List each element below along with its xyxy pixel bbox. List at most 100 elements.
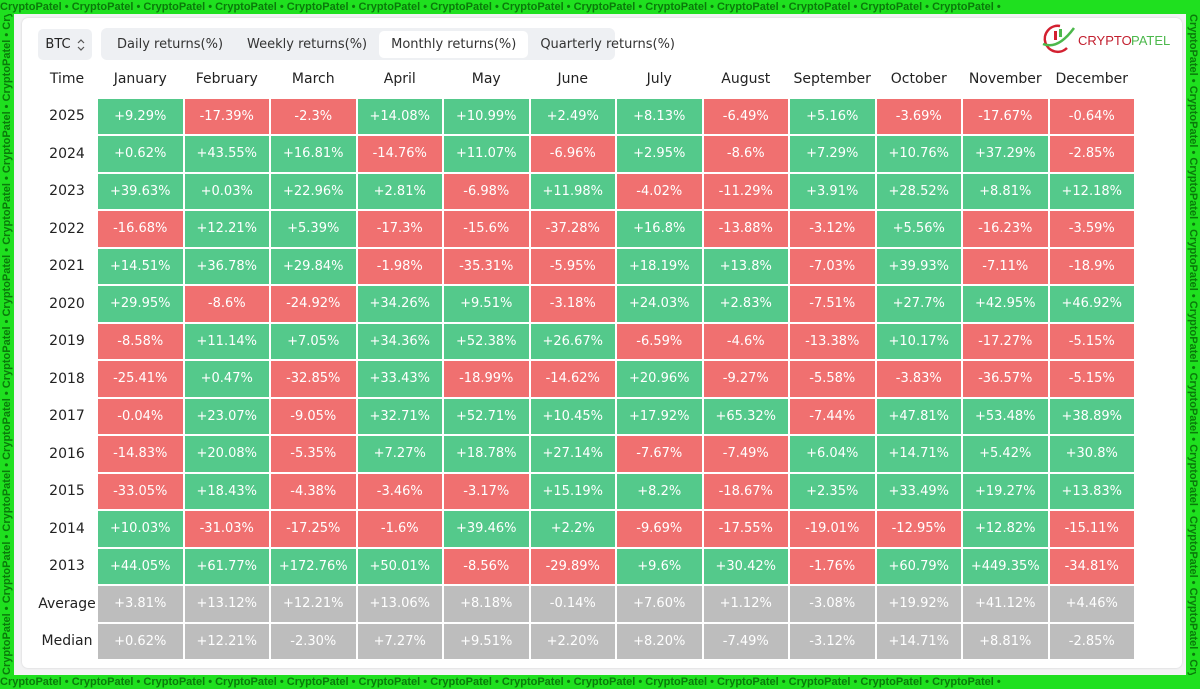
return-cell: +172.76% <box>270 547 357 585</box>
return-cell: +52.71% <box>443 397 530 435</box>
summary-cell: +13.12% <box>183 585 270 623</box>
return-cell: +42.95% <box>962 285 1049 323</box>
return-cell: +26.67% <box>529 322 616 360</box>
return-cell: -1.76% <box>789 547 876 585</box>
return-cell: +11.98% <box>529 172 616 210</box>
return-cell: +9.51% <box>443 285 530 323</box>
return-cell: -7.03% <box>789 247 876 285</box>
return-cell: +33.49% <box>875 472 962 510</box>
return-cell: -7.11% <box>962 247 1049 285</box>
return-cell: +39.93% <box>875 247 962 285</box>
chevron-up-down-icon <box>77 38 85 51</box>
return-cell: -9.27% <box>702 360 789 398</box>
return-cell: -6.98% <box>443 172 530 210</box>
return-cell: -12.95% <box>875 510 962 548</box>
return-cell: +47.81% <box>875 397 962 435</box>
return-cell: -17.39% <box>183 97 270 135</box>
return-cell: -5.58% <box>789 360 876 398</box>
return-cell: +12.21% <box>183 210 270 248</box>
return-cell: +24.03% <box>616 285 703 323</box>
return-cell: -16.68% <box>97 210 184 248</box>
summary-cell: -7.49% <box>702 622 789 660</box>
column-header-october: October <box>890 70 947 87</box>
return-cell: +7.29% <box>789 135 876 173</box>
return-cell: -5.95% <box>529 247 616 285</box>
return-cell: -7.49% <box>702 435 789 473</box>
return-cell: +449.35% <box>962 547 1049 585</box>
return-cell: -5.15% <box>1048 360 1135 398</box>
return-cell: +14.08% <box>356 97 443 135</box>
return-cell: -17.25% <box>270 510 357 548</box>
column-header-september: September <box>793 70 871 87</box>
return-cell: +39.63% <box>97 172 184 210</box>
return-cell: +18.19% <box>616 247 703 285</box>
return-cell: -8.58% <box>97 322 184 360</box>
return-cell: +37.29% <box>962 135 1049 173</box>
return-cell: -11.29% <box>702 172 789 210</box>
return-cell: +34.36% <box>356 322 443 360</box>
return-cell: -2.3% <box>270 97 357 135</box>
column-header-march: March <box>291 70 335 87</box>
return-cell: +9.6% <box>616 547 703 585</box>
return-cell: -0.64% <box>1048 97 1135 135</box>
return-cell: -17.55% <box>702 510 789 548</box>
summary-cell: +19.92% <box>875 585 962 623</box>
return-cell: +10.99% <box>443 97 530 135</box>
tab-weekly-returns[interactable]: Weekly returns(%) <box>247 36 368 52</box>
return-cell: -13.38% <box>789 322 876 360</box>
return-cell: -1.6% <box>356 510 443 548</box>
return-cell: +43.55% <box>183 135 270 173</box>
return-cell: +36.78% <box>183 247 270 285</box>
row-label: 2021 <box>49 258 85 275</box>
return-cell: -7.51% <box>789 285 876 323</box>
return-cell: +27.7% <box>875 285 962 323</box>
return-cell: +9.29% <box>97 97 184 135</box>
return-cell: +20.96% <box>616 360 703 398</box>
return-cell: -33.05% <box>97 472 184 510</box>
row-label: 2019 <box>49 333 85 350</box>
return-cell: -29.89% <box>529 547 616 585</box>
return-cell: -13.88% <box>702 210 789 248</box>
row-label: 2020 <box>49 295 85 312</box>
tab-daily-returns[interactable]: Daily returns(%) <box>117 36 224 52</box>
return-cell: -1.98% <box>356 247 443 285</box>
return-cell: -4.02% <box>616 172 703 210</box>
return-cell: +22.96% <box>270 172 357 210</box>
return-cell: +13.83% <box>1048 472 1135 510</box>
return-cell: -36.57% <box>962 360 1049 398</box>
return-cell: +7.27% <box>356 435 443 473</box>
row-label: 2013 <box>49 558 85 575</box>
column-header-february: February <box>195 70 258 87</box>
tab-quarterly-returns[interactable]: Quarterly returns(%) <box>540 36 676 52</box>
return-cell: -9.69% <box>616 510 703 548</box>
tab-monthly-returns[interactable]: Monthly returns(%) <box>379 30 529 58</box>
summary-cell: -0.14% <box>529 585 616 623</box>
return-cell: +0.03% <box>183 172 270 210</box>
return-cell: +3.91% <box>789 172 876 210</box>
return-cell: +60.79% <box>875 547 962 585</box>
return-cell: +2.35% <box>789 472 876 510</box>
summary-cell: +7.60% <box>616 585 703 623</box>
return-cell: -34.81% <box>1048 547 1135 585</box>
summary-cell: +2.20% <box>529 622 616 660</box>
return-cell: -4.6% <box>702 322 789 360</box>
return-cell: +18.43% <box>183 472 270 510</box>
return-cell: -2.85% <box>1048 135 1135 173</box>
row-label: 2014 <box>49 520 85 537</box>
return-cell: -6.49% <box>702 97 789 135</box>
return-cell: -3.12% <box>789 210 876 248</box>
column-header-may: May <box>471 70 501 87</box>
asset-selector[interactable]: BTC <box>38 29 92 60</box>
return-cell: +65.32% <box>702 397 789 435</box>
return-cell: +34.26% <box>356 285 443 323</box>
return-cell: +5.42% <box>962 435 1049 473</box>
return-cell: -7.67% <box>616 435 703 473</box>
return-cell: -15.6% <box>443 210 530 248</box>
watermark-bottom: CryptoPatel • CryptoPatel • CryptoPatel … <box>0 676 1001 688</box>
return-cell: -3.69% <box>875 97 962 135</box>
svg-text:PATEL: PATEL <box>1131 33 1170 48</box>
return-cell: +19.27% <box>962 472 1049 510</box>
return-cell: +8.2% <box>616 472 703 510</box>
return-cell: -5.35% <box>270 435 357 473</box>
return-cell: +18.78% <box>443 435 530 473</box>
